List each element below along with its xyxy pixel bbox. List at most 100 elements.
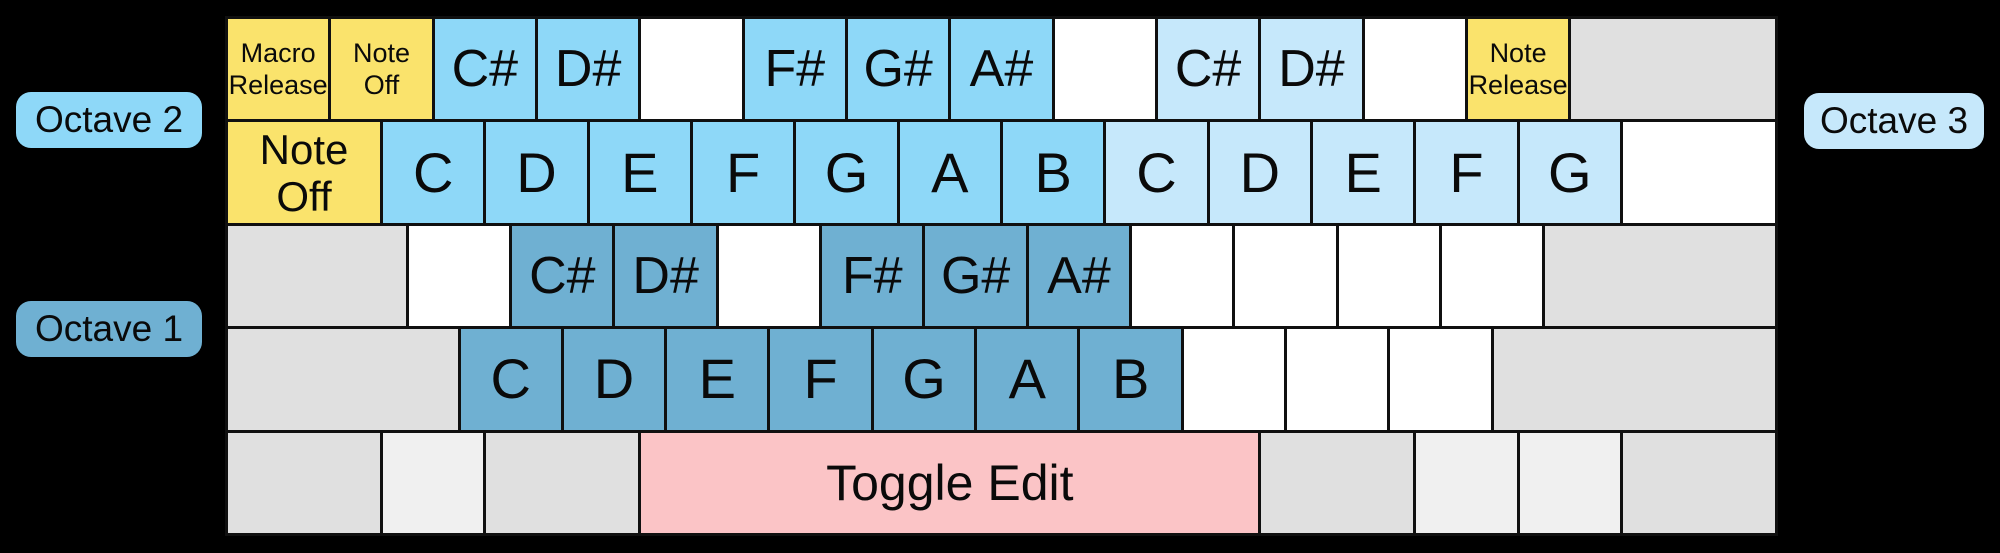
key-note-a-oct1: A <box>977 329 1081 433</box>
key-note-f-oct1: F <box>770 329 874 433</box>
octave-3-label: Octave 3 <box>1804 93 1984 149</box>
key-note-e-oct1: E <box>667 329 771 433</box>
key-note-a-oct2-label: A <box>931 140 969 204</box>
key-note-a-oct2: A <box>899 122 1003 226</box>
key-enter-inactive <box>1545 225 1778 330</box>
key-note-c-sharp-oct1-label: C# <box>529 246 596 305</box>
key-note-release-label: Note Release <box>1468 37 1568 101</box>
key-blank-row1-c <box>1364 19 1468 123</box>
key-note-e-oct2: E <box>589 122 693 226</box>
key-blank-row3-c <box>1132 225 1236 330</box>
key-blank-row3-d <box>1235 225 1339 330</box>
key-right-ctrl-inactive <box>1622 432 1778 536</box>
key-macro-release-label: Macro Release <box>228 37 328 101</box>
key-note-d-sharp-oct2-label: D# <box>554 40 622 99</box>
key-right-shift-inactive <box>1493 329 1778 433</box>
key-note-c-oct1: C <box>460 329 564 433</box>
key-blank-row1-b <box>1054 19 1158 123</box>
key-note-a-oct1-label: A <box>1008 347 1046 411</box>
key-note-c-sharp-oct3: C# <box>1157 19 1262 123</box>
key-note-d-oct3: D <box>1209 122 1313 226</box>
key-note-b-oct2: B <box>1002 122 1107 226</box>
keyboard-row-2: Note Off C D E F G A B C D E F G <box>228 122 1778 226</box>
key-note-a-sharp-oct2-label: A# <box>969 40 1034 99</box>
key-note-d-oct1: D <box>563 329 668 433</box>
key-blank-row4-b <box>1287 329 1391 433</box>
key-note-f-sharp-oct2: F# <box>744 19 848 123</box>
key-note-g-sharp-oct2: G# <box>847 19 952 123</box>
key-blank-row3-a <box>408 225 513 330</box>
key-note-g-sharp-oct1-label: G# <box>940 246 1011 305</box>
key-note-off-top-label: Note Off <box>352 37 411 101</box>
key-note-f-oct1-label: F <box>803 347 838 411</box>
key-note-d-sharp-oct1: D# <box>615 225 719 330</box>
key-space-toggle-edit: Toggle Edit <box>641 432 1262 536</box>
key-note-e-oct3: E <box>1312 122 1417 226</box>
key-note-g-oct3: G <box>1519 122 1623 226</box>
key-blank-row4-c <box>1390 329 1494 433</box>
key-blank-row4-a <box>1183 329 1288 433</box>
key-note-a-sharp-oct2: A# <box>951 19 1055 123</box>
key-backspace-inactive <box>1571 19 1778 123</box>
octave-2-label: Octave 2 <box>16 92 202 148</box>
key-note-e-oct3-label: E <box>1344 140 1382 204</box>
key-note-off-main-label: Note Off <box>259 125 349 220</box>
key-note-f-oct3: F <box>1416 122 1520 226</box>
key-note-d-sharp-oct2: D# <box>537 19 642 123</box>
key-note-c-sharp-oct2-label: C# <box>451 40 519 99</box>
key-note-g-oct3-label: G <box>1547 140 1592 204</box>
key-note-c-oct3: C <box>1106 122 1210 226</box>
key-note-g-sharp-oct1: G# <box>925 225 1029 330</box>
key-note-off-top: Note Off <box>331 19 435 123</box>
octave-1-label: Octave 1 <box>16 301 202 357</box>
key-note-g-oct2: G <box>796 122 900 226</box>
key-note-f-sharp-oct1: F# <box>822 225 926 330</box>
key-capslock-inactive <box>228 225 409 330</box>
keyboard: Macro Release Note Off C# D# F# G# A# C# D# Note … <box>225 16 1778 536</box>
key-note-b-oct2-label: B <box>1034 140 1072 204</box>
key-note-f-sharp-oct2-label: F# <box>764 40 826 99</box>
key-note-c-oct3-label: C <box>1136 140 1177 204</box>
key-note-e-oct2-label: E <box>621 140 659 204</box>
key-note-c-oct1-label: C <box>490 347 531 411</box>
key-note-c-sharp-oct2: C# <box>434 19 538 123</box>
key-macro-release: Macro Release <box>228 19 332 123</box>
key-note-d-sharp-oct3: D# <box>1261 19 1365 123</box>
key-note-g-oct1-label: G <box>902 347 946 411</box>
key-menu-inactive <box>1519 432 1623 536</box>
key-note-e-oct1-label: E <box>698 347 736 411</box>
key-note-g-oct1: G <box>873 329 978 433</box>
key-left-shift-inactive <box>228 329 461 433</box>
key-blank-row1-a <box>641 19 745 123</box>
key-note-d-sharp-oct1-label: D# <box>632 246 699 305</box>
key-note-f-oct2: F <box>692 122 797 226</box>
key-blank-row3-e <box>1338 225 1443 330</box>
key-note-b-oct1: B <box>1080 329 1184 433</box>
key-note-a-sharp-oct1-label: A# <box>1047 246 1111 305</box>
key-note-f-sharp-oct1-label: F# <box>841 246 903 305</box>
key-note-d-oct2: D <box>486 122 590 226</box>
key-left-win-inactive <box>383 432 487 536</box>
keyboard-row-5: Toggle Edit <box>228 432 1778 536</box>
key-note-d-oct3-label: D <box>1239 140 1281 204</box>
key-space-toggle-edit-label: Toggle Edit <box>826 454 1074 511</box>
key-note-c-oct2: C <box>383 122 487 226</box>
key-note-off-main: Note Off <box>228 122 383 226</box>
key-left-alt-inactive <box>486 432 642 536</box>
key-blank-row2 <box>1622 122 1778 226</box>
key-note-c-sharp-oct1: C# <box>512 225 616 330</box>
key-note-release: Note Release <box>1467 19 1572 123</box>
key-note-d-oct1-label: D <box>593 347 635 411</box>
key-note-a-sharp-oct1: A# <box>1028 225 1133 330</box>
key-left-ctrl-inactive <box>228 432 383 536</box>
key-blank-row3-f <box>1442 225 1546 330</box>
key-note-g-oct2-label: G <box>824 140 869 204</box>
key-blank-row3-b <box>718 225 823 330</box>
keyboard-row-1: Macro Release Note Off C# D# F# G# A# C# D# Note … <box>228 19 1778 123</box>
key-note-f-oct2-label: F <box>726 140 761 204</box>
key-note-d-sharp-oct3-label: D# <box>1278 40 1345 99</box>
key-right-alt-inactive <box>1261 432 1417 536</box>
key-note-g-sharp-oct2-label: G# <box>863 40 933 99</box>
